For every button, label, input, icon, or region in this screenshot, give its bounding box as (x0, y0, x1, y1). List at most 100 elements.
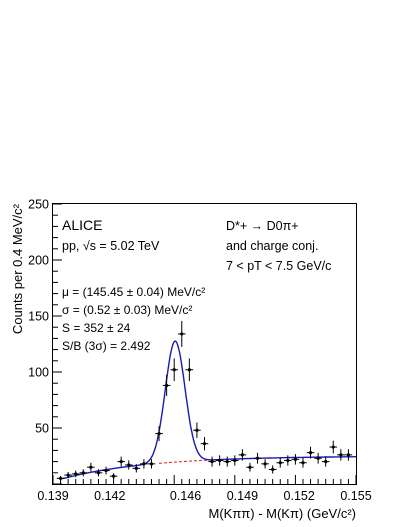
point-marker (278, 461, 282, 465)
system-label: pp, √s = 5.02 TeV (62, 239, 160, 253)
pt-range-label: 7 < pT < 7.5 GeV/c (226, 259, 331, 273)
point-marker (66, 473, 70, 477)
data-point (132, 464, 141, 473)
data-point (162, 374, 171, 396)
data-point (321, 456, 330, 467)
data-point (268, 465, 277, 474)
data-point (306, 446, 315, 459)
sb-label: S/B (3σ) = 2.492 (62, 339, 151, 353)
y-tick-label: 250 (28, 198, 49, 212)
data-points (56, 320, 353, 481)
point-marker (271, 467, 275, 472)
data-point (170, 358, 178, 382)
data-point (208, 456, 216, 467)
background-fit-curve (158, 459, 216, 464)
data-point (344, 449, 353, 461)
plot-frame (52, 203, 357, 485)
point-marker (293, 457, 297, 461)
x-tick-label: 0.139 (37, 489, 68, 503)
data-point (117, 456, 125, 467)
data-point (155, 426, 163, 442)
data-point (329, 440, 338, 454)
x-tick-label: 0.155 (340, 489, 371, 503)
data-point (193, 422, 201, 438)
point-marker (286, 458, 290, 463)
point-marker (104, 468, 108, 473)
data-point (94, 469, 103, 477)
x-tick-label: 0.146 (170, 489, 201, 503)
point-marker (331, 445, 335, 449)
point-marker (225, 460, 229, 464)
data-point (71, 470, 80, 478)
mu-label: μ = (145.45 ± 0.04) MeV/c² (62, 285, 205, 299)
axis-ticks (52, 203, 357, 485)
point-marker (157, 432, 161, 436)
x-tick-label: 0.152 (284, 489, 315, 503)
y-axis-title: Counts per 0.4 MeV/c² (10, 203, 25, 334)
data-point (231, 455, 239, 466)
point-marker (127, 463, 131, 467)
x-tick-label: 0.142 (94, 489, 125, 503)
data-point (246, 462, 254, 472)
point-marker (96, 471, 101, 475)
data-point (87, 462, 95, 472)
y-tick-label: 50 (35, 422, 49, 436)
decay-label: D*+ → D0π+ (226, 219, 299, 233)
data-point (147, 459, 156, 469)
total-fit-curve (60, 340, 356, 480)
point-marker (255, 456, 260, 460)
data-point (79, 469, 88, 477)
point-marker (134, 466, 138, 470)
data-point (64, 471, 72, 479)
data-point (253, 452, 262, 464)
point-marker (263, 462, 267, 466)
data-point (102, 466, 110, 475)
data-point (284, 455, 292, 466)
data-point (337, 449, 345, 461)
point-marker (301, 461, 305, 465)
data-point (140, 459, 148, 469)
data-point (177, 320, 186, 347)
y-tick-label: 150 (28, 310, 49, 324)
point-marker (308, 451, 313, 455)
data-point (185, 358, 194, 382)
data-point (291, 454, 300, 465)
data-point (124, 460, 133, 470)
data-point (276, 457, 285, 468)
data-point (215, 455, 224, 466)
data-point (223, 456, 232, 467)
point-marker (149, 462, 154, 466)
data-point (200, 436, 209, 451)
data-point (238, 449, 247, 461)
x-axis-title: M(Kππ) - M(Kπ) (GeV/c²) (208, 506, 356, 521)
point-marker (119, 460, 123, 464)
point-marker (112, 474, 116, 478)
point-marker (89, 465, 93, 469)
experiment-label: ALICE (62, 217, 102, 233)
point-marker (240, 453, 244, 457)
point-marker (339, 453, 343, 457)
point-marker (187, 368, 191, 372)
point-marker (58, 476, 63, 480)
signal-label: S = 352 ± 24 (62, 321, 131, 335)
point-marker (324, 460, 328, 464)
point-marker (316, 456, 320, 460)
point-marker (195, 428, 199, 432)
point-marker (172, 368, 176, 372)
data-point (299, 457, 307, 468)
point-marker (233, 458, 237, 463)
point-marker (142, 462, 146, 466)
data-point (314, 452, 322, 464)
point-marker (165, 383, 169, 388)
y-tick-label: 100 (28, 366, 49, 380)
data-point (261, 459, 269, 469)
tick-labels: 0.139 0.142 0.146 0.149 0.152 0.155 50 100 150 20… (28, 198, 372, 504)
point-marker (74, 472, 78, 476)
y-tick-label: 200 (28, 254, 49, 268)
sigma-label: σ = (0.52 ± 0.03) MeV/c² (62, 303, 192, 317)
point-marker (202, 442, 207, 446)
point-marker (346, 453, 351, 457)
data-point (109, 473, 118, 480)
x-tick-label: 0.149 (227, 489, 258, 503)
